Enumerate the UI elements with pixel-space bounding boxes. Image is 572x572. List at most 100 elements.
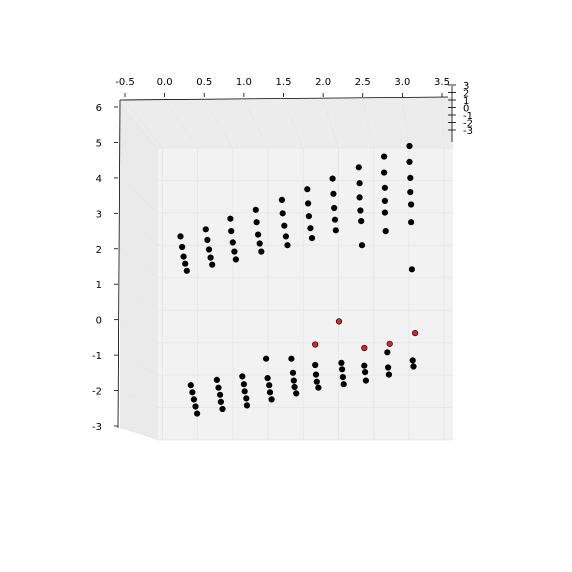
red-point bbox=[386, 340, 393, 347]
x-tick-label: 0.0 bbox=[157, 77, 173, 88]
black-point bbox=[356, 194, 363, 201]
black-point bbox=[177, 233, 184, 240]
black-point bbox=[330, 190, 337, 197]
z-tick-label: -1 bbox=[463, 111, 473, 122]
black-point bbox=[278, 196, 286, 203]
black-point bbox=[304, 186, 311, 193]
black-point bbox=[312, 371, 320, 378]
black-point bbox=[406, 142, 413, 150]
black-point bbox=[357, 207, 364, 214]
black-point bbox=[358, 242, 366, 249]
black-point bbox=[305, 200, 312, 207]
black-point bbox=[231, 248, 238, 255]
black-point bbox=[338, 359, 345, 367]
black-point bbox=[339, 366, 346, 373]
black-point bbox=[205, 246, 213, 253]
black-point bbox=[315, 384, 322, 391]
black-point bbox=[384, 349, 391, 356]
black-point bbox=[252, 206, 259, 213]
black-point bbox=[406, 158, 413, 165]
y-tick-label: 0 bbox=[96, 316, 102, 327]
black-point bbox=[340, 381, 347, 388]
y-axis-ticks: 6 5 4 3 2 1 0 -1 -2 -3 bbox=[92, 103, 118, 433]
black-point bbox=[279, 210, 286, 217]
y-gridline-side bbox=[119, 390, 159, 408]
y-gridline-side bbox=[119, 142, 159, 181]
black-point bbox=[217, 398, 224, 406]
black-point bbox=[232, 256, 239, 263]
x-gridline-top bbox=[322, 99, 339, 149]
y-gridline-side bbox=[119, 177, 159, 214]
black-point bbox=[331, 216, 339, 223]
black-point bbox=[187, 382, 194, 389]
black-point bbox=[281, 222, 288, 229]
black-point bbox=[288, 355, 295, 362]
axes-panes bbox=[120, 97, 453, 440]
black-point bbox=[209, 261, 216, 268]
x-gridline-top bbox=[124, 99, 163, 149]
black-point bbox=[381, 169, 388, 176]
z-tick-label: 1 bbox=[463, 96, 469, 107]
gridlines bbox=[119, 99, 453, 441]
black-point bbox=[263, 355, 270, 362]
black-point bbox=[407, 174, 414, 181]
y-gridline-side bbox=[119, 106, 159, 149]
black-point bbox=[266, 389, 274, 396]
black-point bbox=[213, 376, 220, 384]
black-point bbox=[293, 390, 300, 397]
x-tick-label: 3.5 bbox=[434, 77, 450, 88]
black-point bbox=[329, 175, 336, 182]
black-point bbox=[358, 218, 365, 225]
black-point bbox=[190, 396, 197, 403]
y-tick-label: -2 bbox=[92, 387, 102, 398]
black-point bbox=[258, 248, 265, 255]
black-point bbox=[291, 383, 298, 391]
black-point bbox=[182, 260, 189, 267]
black-point bbox=[361, 362, 368, 369]
black-point bbox=[243, 402, 251, 409]
red-point bbox=[361, 344, 368, 352]
black-point bbox=[385, 364, 392, 371]
black-point bbox=[266, 382, 273, 389]
black-point bbox=[289, 369, 297, 376]
y-tick-label: 1 bbox=[96, 280, 102, 291]
x-gridline-top bbox=[401, 99, 410, 149]
black-point bbox=[194, 410, 201, 417]
x-tick-label: 1.5 bbox=[276, 77, 292, 88]
x-axis-ticks: -0.5 0.0 0.5 1.0 1.5 2.0 2.5 3.0 3.5 bbox=[115, 77, 450, 97]
red-point bbox=[312, 341, 319, 348]
x-gridline-top bbox=[441, 99, 445, 149]
black-point bbox=[284, 242, 291, 249]
black-point bbox=[362, 377, 370, 384]
black-point bbox=[241, 388, 248, 395]
black-point bbox=[189, 389, 196, 396]
x-gridline-top bbox=[203, 99, 234, 149]
y-gridline-side bbox=[119, 213, 159, 246]
black-point bbox=[240, 381, 247, 388]
black-point bbox=[239, 373, 246, 380]
black-point bbox=[381, 209, 389, 216]
black-point bbox=[227, 215, 234, 222]
y-tick-label: 3 bbox=[96, 209, 102, 220]
y-gridline-side bbox=[119, 425, 159, 441]
black-point bbox=[217, 391, 224, 398]
black-point bbox=[339, 374, 347, 381]
x-gridline-top bbox=[164, 99, 198, 149]
black-point bbox=[356, 180, 363, 187]
red-point bbox=[335, 318, 343, 325]
z-tick-label: 3 bbox=[463, 81, 469, 92]
black-point bbox=[183, 267, 190, 274]
black-point bbox=[255, 231, 262, 238]
black-point bbox=[282, 233, 290, 240]
red-point bbox=[412, 330, 419, 337]
black-point bbox=[243, 395, 250, 402]
black-point bbox=[264, 375, 271, 382]
black-point bbox=[308, 235, 316, 242]
x-axis-line bbox=[119, 96, 449, 101]
x-tick-label: 2.5 bbox=[355, 77, 371, 88]
black-point bbox=[362, 369, 369, 376]
y-tick-label: -3 bbox=[92, 422, 102, 433]
z-tick-label: -2 bbox=[463, 119, 473, 130]
black-point bbox=[385, 371, 393, 378]
